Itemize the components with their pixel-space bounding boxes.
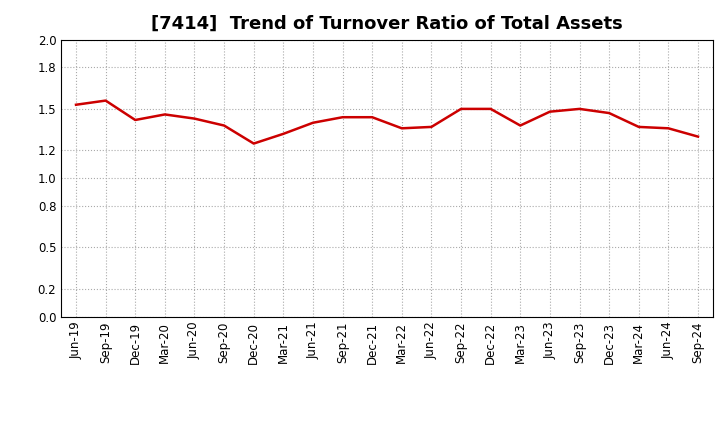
Title: [7414]  Trend of Turnover Ratio of Total Assets: [7414] Trend of Turnover Ratio of Total …: [151, 15, 623, 33]
